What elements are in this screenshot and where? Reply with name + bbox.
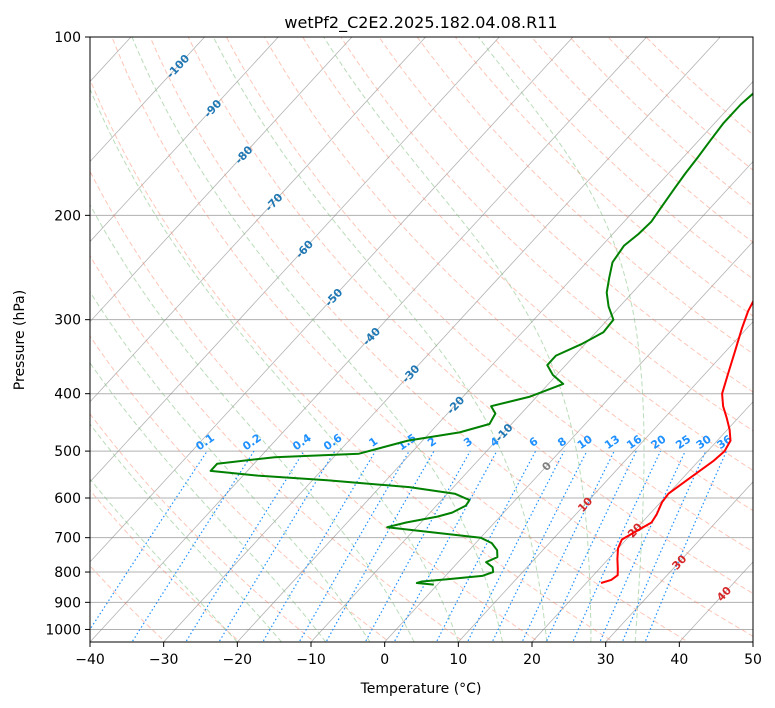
y-tick-label: 900 — [54, 595, 81, 611]
x-axis-label: Temperature (°C) — [360, 681, 482, 697]
dry-adiabat-line — [302, 37, 753, 471]
y-tick-label: 200 — [54, 208, 81, 224]
isotherm-line — [236, 80, 753, 642]
x-tick-label: 0 — [380, 652, 389, 668]
chart-title: wetPf2_C2E2.2025.182.04.08.R11 — [284, 13, 557, 33]
isotherm-line — [90, 37, 353, 323]
dry-adiabat-line — [90, 413, 316, 642]
isotherm-line — [90, 37, 500, 483]
dry-adiabat-line — [263, 37, 753, 512]
x-tick-label: 30 — [597, 652, 615, 668]
isotherm-line — [90, 37, 279, 243]
dry-adiabat-line — [90, 170, 540, 642]
y-tick-label: 300 — [54, 313, 81, 329]
y-tick-label: 500 — [54, 444, 81, 460]
x-tick-label: −20 — [223, 652, 253, 668]
dry-adiabat-line — [416, 37, 753, 355]
mixing-ratio-line — [545, 450, 637, 642]
mixing-ratio-line — [298, 450, 410, 642]
y-tick-label: 600 — [54, 491, 81, 507]
mixing-ratio-line — [131, 450, 255, 642]
temperature-profile-line — [600, 299, 753, 584]
isotherm-lines — [90, 37, 753, 642]
y-tick-label: 400 — [54, 387, 81, 403]
isotherm-line — [90, 37, 574, 563]
mixing-ratio-line — [262, 450, 376, 642]
dry-adiabat-line — [149, 37, 753, 637]
y-tick-label: 1000 — [45, 622, 81, 638]
mixing-ratio-line — [218, 450, 336, 642]
x-tick-label: −40 — [75, 652, 105, 668]
plot-frame — [89, 36, 754, 643]
moist-adiabat-line — [323, 37, 592, 642]
y-tick-label: 800 — [54, 565, 81, 581]
dewpoint-profile-line — [209, 92, 753, 586]
mixing-ratio-line — [393, 450, 498, 642]
dry-adiabat-lines — [90, 37, 753, 642]
mixing-ratio-line — [435, 450, 537, 642]
isotherm-line — [90, 37, 427, 403]
x-axis-ticks: −40 −30 −20 −10 0 10 20 30 40 50 — [75, 642, 762, 668]
dry-adiabat-line — [90, 335, 391, 642]
moist-adiabat-line — [90, 87, 459, 642]
y-axis-label: Pressure (hPa) — [12, 290, 28, 390]
isotherm-line — [310, 160, 753, 642]
sounding-series — [209, 92, 753, 586]
x-tick-label: 20 — [523, 652, 541, 668]
isotherm-line — [90, 37, 648, 642]
mixing-ratio-line — [185, 450, 305, 642]
moist-adiabat-line — [90, 291, 371, 642]
x-tick-label: 10 — [449, 652, 467, 668]
x-tick-label: 40 — [670, 652, 688, 668]
mixing-ratio-line — [466, 450, 565, 642]
isotherm-line — [384, 241, 753, 642]
isotherm-line — [163, 37, 721, 642]
moist-adiabat-line — [90, 203, 415, 642]
plot-area: -100-90-80-70-60-50-40-30-20-10010203040… — [90, 37, 753, 642]
mixing-ratio-line — [644, 450, 728, 642]
mixing-ratio-lines — [90, 450, 728, 642]
isotherm-line — [90, 37, 206, 163]
y-axis-ticks: 100 200 300 400 500 600 700 800 900 1000 — [45, 30, 90, 638]
x-tick-label: −10 — [296, 652, 326, 668]
x-tick-label: −30 — [149, 652, 179, 668]
x-tick-label: 50 — [744, 652, 762, 668]
moist-adiabat-line — [90, 423, 282, 642]
dry-adiabat-line — [111, 37, 690, 642]
moist-adiabat-line — [131, 37, 503, 642]
y-tick-label: 700 — [54, 531, 81, 547]
mixing-ratio-line — [572, 450, 662, 642]
dry-adiabat-line — [225, 37, 753, 553]
mixing-ratio-line — [90, 450, 208, 631]
isotherm-line — [457, 321, 753, 642]
y-tick-label: 100 — [54, 30, 81, 46]
dry-adiabat-line — [90, 565, 167, 642]
isotherm-line — [531, 401, 753, 642]
mixing-ratio-line — [521, 450, 615, 642]
dry-adiabat-line — [378, 37, 753, 393]
dry-adiabat-line — [90, 78, 615, 642]
moist-adiabat-line — [90, 478, 238, 642]
isotherm-line — [605, 481, 753, 642]
